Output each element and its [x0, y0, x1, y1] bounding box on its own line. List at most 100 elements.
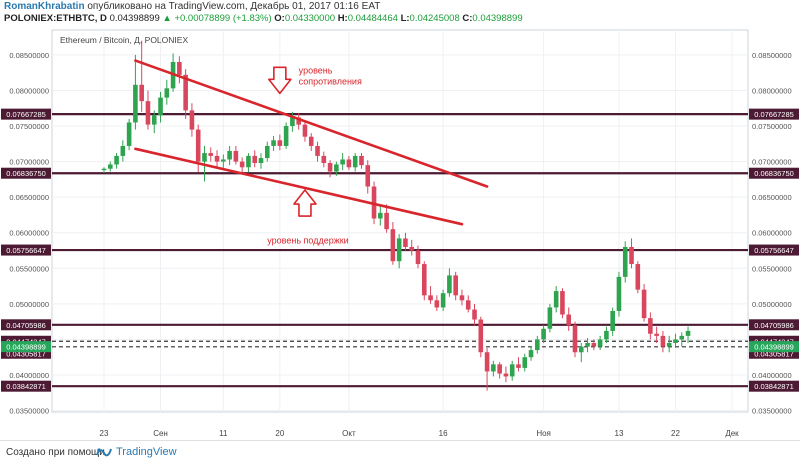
candle[interactable]: [290, 117, 295, 127]
candlestick-chart[interactable]: 0.03500000 0.03500000 0.04000000 0.04000000…: [0, 26, 800, 440]
candle[interactable]: [365, 165, 371, 187]
candle[interactable]: [340, 159, 345, 165]
candle[interactable]: [428, 295, 433, 301]
candle[interactable]: [133, 84, 138, 123]
candle[interactable]: [484, 352, 490, 372]
candle[interactable]: [535, 339, 540, 351]
candle[interactable]: [208, 153, 214, 156]
candle[interactable]: [648, 318, 653, 334]
candle[interactable]: [346, 159, 352, 168]
candle[interactable]: [221, 159, 226, 162]
candle[interactable]: [258, 158, 264, 164]
candle[interactable]: [434, 300, 440, 308]
candle[interactable]: [164, 88, 170, 98]
candle[interactable]: [503, 373, 509, 377]
candle[interactable]: [107, 164, 113, 169]
candle[interactable]: [447, 275, 452, 294]
candle[interactable]: [597, 339, 603, 347]
candle[interactable]: [635, 264, 641, 290]
candle[interactable]: [547, 307, 553, 329]
candle[interactable]: [233, 150, 239, 162]
candle[interactable]: [572, 325, 578, 353]
candle[interactable]: [622, 246, 628, 277]
candle[interactable]: [591, 342, 597, 347]
trendline-resistance[interactable]: [134, 59, 489, 188]
candle[interactable]: [578, 346, 584, 353]
candle[interactable]: [629, 246, 634, 265]
candle[interactable]: [283, 126, 289, 146]
candle[interactable]: [214, 155, 220, 162]
candle[interactable]: [139, 84, 144, 102]
candle[interactable]: [151, 115, 157, 125]
candle[interactable]: [390, 229, 396, 262]
candle[interactable]: [114, 155, 119, 165]
candle[interactable]: [315, 145, 320, 156]
candle[interactable]: [560, 291, 565, 315]
candle[interactable]: [660, 335, 666, 347]
candle[interactable]: [327, 163, 333, 172]
candle[interactable]: [308, 136, 314, 146]
candle[interactable]: [334, 164, 339, 172]
candle[interactable]: [465, 300, 471, 310]
author-link[interactable]: RomanKhrabatin: [4, 1, 85, 12]
candle[interactable]: [371, 186, 377, 219]
candle[interactable]: [478, 319, 484, 353]
candle[interactable]: [654, 333, 659, 336]
tradingview-link[interactable]: TradingView: [116, 446, 177, 458]
candle[interactable]: [384, 212, 389, 230]
candle[interactable]: [120, 145, 126, 156]
candle[interactable]: [277, 140, 283, 146]
candle[interactable]: [396, 238, 402, 262]
candle[interactable]: [453, 275, 458, 296]
candle[interactable]: [509, 364, 515, 377]
candle[interactable]: [177, 62, 182, 75]
candle[interactable]: [673, 339, 678, 343]
candle[interactable]: [566, 314, 572, 326]
candle[interactable]: [403, 238, 408, 247]
candle[interactable]: [126, 122, 132, 146]
candle[interactable]: [302, 124, 308, 137]
candle[interactable]: [359, 155, 364, 166]
candle[interactable]: [641, 289, 647, 319]
candle[interactable]: [541, 328, 546, 340]
candle[interactable]: [415, 250, 421, 265]
candle[interactable]: [239, 161, 245, 168]
candle[interactable]: [421, 264, 427, 296]
candle[interactable]: [497, 364, 502, 374]
candle[interactable]: [352, 155, 358, 168]
candle[interactable]: [679, 335, 685, 340]
trendline-support[interactable]: [134, 147, 464, 226]
candle[interactable]: [585, 342, 590, 347]
candle[interactable]: [189, 110, 195, 130]
candle[interactable]: [616, 276, 622, 311]
candle[interactable]: [409, 246, 415, 251]
tradingview-logo-icon[interactable]: [96, 445, 112, 459]
candle[interactable]: [610, 310, 615, 331]
candle[interactable]: [378, 212, 383, 219]
candle[interactable]: [553, 291, 559, 308]
candle[interactable]: [158, 97, 163, 116]
candle[interactable]: [321, 155, 327, 164]
candle[interactable]: [271, 140, 276, 146]
candle[interactable]: [252, 155, 258, 164]
candle[interactable]: [528, 350, 534, 358]
candle[interactable]: [145, 101, 151, 125]
candle[interactable]: [516, 364, 521, 368]
candle[interactable]: [491, 364, 496, 372]
candle[interactable]: [264, 145, 270, 159]
candle[interactable]: [296, 117, 301, 125]
candle[interactable]: [227, 150, 232, 160]
candle[interactable]: [666, 342, 672, 347]
candle[interactable]: [522, 357, 528, 368]
candle[interactable]: [604, 330, 609, 340]
candle[interactable]: [685, 330, 691, 336]
candle[interactable]: [440, 293, 446, 308]
candle[interactable]: [183, 74, 188, 111]
candle[interactable]: [195, 129, 201, 162]
candle[interactable]: [101, 168, 107, 171]
candle[interactable]: [202, 153, 207, 162]
candle[interactable]: [472, 309, 477, 320]
candle[interactable]: [246, 155, 251, 168]
candle[interactable]: [459, 295, 465, 301]
plot-area[interactable]: [51, 29, 749, 413]
